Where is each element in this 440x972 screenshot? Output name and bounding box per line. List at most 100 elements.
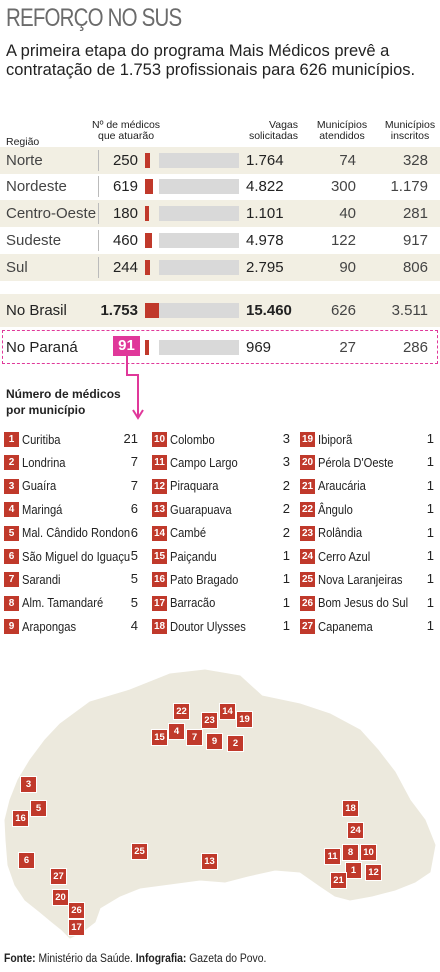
list-item-count: 1 [282,618,290,634]
list-item-count: 1 [426,571,434,587]
list-item: 14 Cambé 2 [152,521,290,545]
vagas-bar [159,340,239,355]
list-item-name: Bom Jesus do Sul [318,595,409,611]
list-item-number: 22 [300,502,315,518]
list-item: 20 Pérola D'Oeste 1 [300,450,434,474]
list-item-count: 4 [130,618,138,634]
parana-map-shape [4,669,436,939]
list-item-number: 13 [152,502,167,518]
list-item: 6 São Miguel do Iguaçu 5 [4,544,138,568]
medicos-bar [145,260,150,275]
header-inscritos: Municípios inscritos [384,119,436,142]
list-item-count: 1 [282,594,290,610]
list-item: 24 Cerro Azul 1 [300,544,434,568]
list-item-number: 1 [4,432,19,448]
medicos-label: 460 [112,232,138,249]
inscritos-value: 3.511 [391,302,428,319]
medicos-bar [145,206,149,221]
list-item-name: Guarapuava [170,501,232,517]
list-item: 8 Alm. Tamandaré 5 [4,591,138,615]
map-marker: 24 [347,822,364,839]
list-item-number: 5 [4,525,19,541]
source-line: Fonte: Ministério da Saúde. Infografia: … [4,953,267,965]
list-item: 11 Campo Largo 3 [152,450,290,474]
list-item-count: 1 [426,594,434,610]
map-marker: 26 [68,902,85,919]
list-item-number: 19 [300,432,315,448]
list-item: 27 Capanema 1 [300,614,434,638]
map-marker: 9 [206,733,223,750]
list-item-count: 7 [130,477,138,493]
map-marker: 15 [151,729,168,746]
map-marker: 7 [186,729,203,746]
list-item-name: Londrina [22,454,66,470]
list-item-number: 24 [300,549,315,565]
list-item-name: Ibiporã [318,431,353,447]
vagas-label: 4.822 [246,178,284,195]
vagas-bar [159,260,239,275]
list-item: 7 Sarandi 5 [4,567,138,591]
list-item: 9 Arapongas 4 [4,614,138,638]
list-item: 13 Guarapuava 2 [152,497,290,521]
list-item-count: 2 [282,524,290,540]
list-item-name: Doutor Ulysses [170,618,246,634]
list-item-name: Piraquara [170,478,219,494]
vagas-bar [159,153,239,168]
list-item: 22 Ângulo 1 [300,497,434,521]
map-marker: 17 [68,919,85,936]
list-item: 26 Bom Jesus do Sul 1 [300,591,434,615]
list-item-name: Nova Laranjeiras [318,571,403,587]
list-item-number: 16 [152,572,167,588]
map-marker: 11 [324,848,341,865]
list-item-name: Alm. Tamandaré [22,595,104,611]
map-marker: 22 [173,703,190,720]
list-item-name: Colombo [170,431,215,447]
vagas-label: 1.101 [246,205,284,222]
table-row: Sudeste 460 4.978 122 917 [0,227,440,254]
region-name: No Brasil [6,302,67,319]
list-item-count: 6 [130,524,138,540]
row-separator [98,203,99,224]
list-item-name: Araucária [318,478,366,494]
list-item: 19 Ibiporã 1 [300,427,434,451]
map-marker: 4 [168,723,185,740]
vagas-bar [159,179,239,194]
list-item: 10 Colombo 3 [152,427,290,451]
list-item-count: 1 [426,454,434,470]
list-item-name: Guaíra [22,478,57,494]
inscritos-value: 286 [402,339,428,356]
region-name: Centro-Oeste [6,205,97,222]
list-item-count: 6 [130,501,138,517]
map-marker: 5 [30,800,47,817]
vagas-bar [159,206,239,221]
list-item-number: 2 [4,455,19,471]
region-name: Sul [6,259,28,276]
atendidos-value: 90 [339,259,356,276]
table-row: Nordeste 619 4.822 300 1.179 [0,173,440,200]
list-item: 18 Doutor Ulysses 1 [152,614,290,638]
medicos-label: 619 [112,178,138,195]
table-row: Centro-Oeste 180 1.101 40 281 [0,200,440,227]
list-item-count: 2 [282,501,290,517]
map-marker: 3 [20,776,37,793]
list-item: 23 Rolândia 1 [300,521,434,545]
header-medicos: Nº de médicos que atuarão [92,119,161,142]
medicos-bar [145,303,159,318]
medicos-bar [145,233,152,248]
municipio-list-title: Número de médicos por município [6,387,121,417]
list-item-count: 1 [426,548,434,563]
vagas-label: 4.978 [246,232,284,249]
parana-map [4,669,436,939]
list-item-number: 6 [4,549,19,565]
table-row: No Brasil 1.753 15.460 626 3.511 [0,294,440,327]
list-item-count: 2 [282,477,290,493]
map-marker: 21 [330,872,347,889]
parana-highlight-box [2,330,438,364]
list-item-number: 21 [300,478,315,494]
map-marker: 14 [219,703,236,720]
list-item-name: Arapongas [22,618,77,634]
medicos-label: 1.753 [100,302,138,319]
list-item-count: 1 [426,524,434,540]
list-item-name: Pato Bragado [170,571,239,587]
header-atendidos: Municípios atendidos [316,119,368,142]
